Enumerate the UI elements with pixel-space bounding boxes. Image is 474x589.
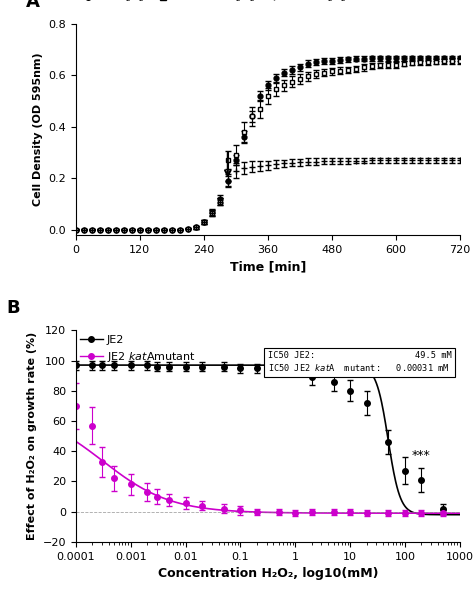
- Legend: JE2, JE2 $\mathit{kat}$Amutant: JE2, JE2 $\mathit{kat}$Amutant: [76, 330, 201, 369]
- X-axis label: Concentration H₂O₂, log10(mM): Concentration H₂O₂, log10(mM): [157, 567, 378, 580]
- X-axis label: Time [min]: Time [min]: [229, 260, 306, 273]
- Text: IC50 JE2:                   49.5 mM
IC50 JE2 $\mathit{kat}$A  mutant:   0.00031 : IC50 JE2: 49.5 mM IC50 JE2 $\mathit{kat}…: [268, 352, 452, 373]
- Text: A: A: [26, 0, 40, 11]
- Text: ***: ***: [412, 449, 431, 462]
- Legend: no H$_2$O$_2$, sublethal H$_2$O$_2$, lethal H$_2$O$_2$: no H$_2$O$_2$, sublethal H$_2$O$_2$, let…: [73, 0, 351, 9]
- Y-axis label: Effect of H₂O₂ on growth rate (%): Effect of H₂O₂ on growth rate (%): [27, 332, 37, 540]
- Text: B: B: [7, 299, 20, 317]
- Y-axis label: Cell Density (OD 595nm): Cell Density (OD 595nm): [33, 52, 43, 206]
